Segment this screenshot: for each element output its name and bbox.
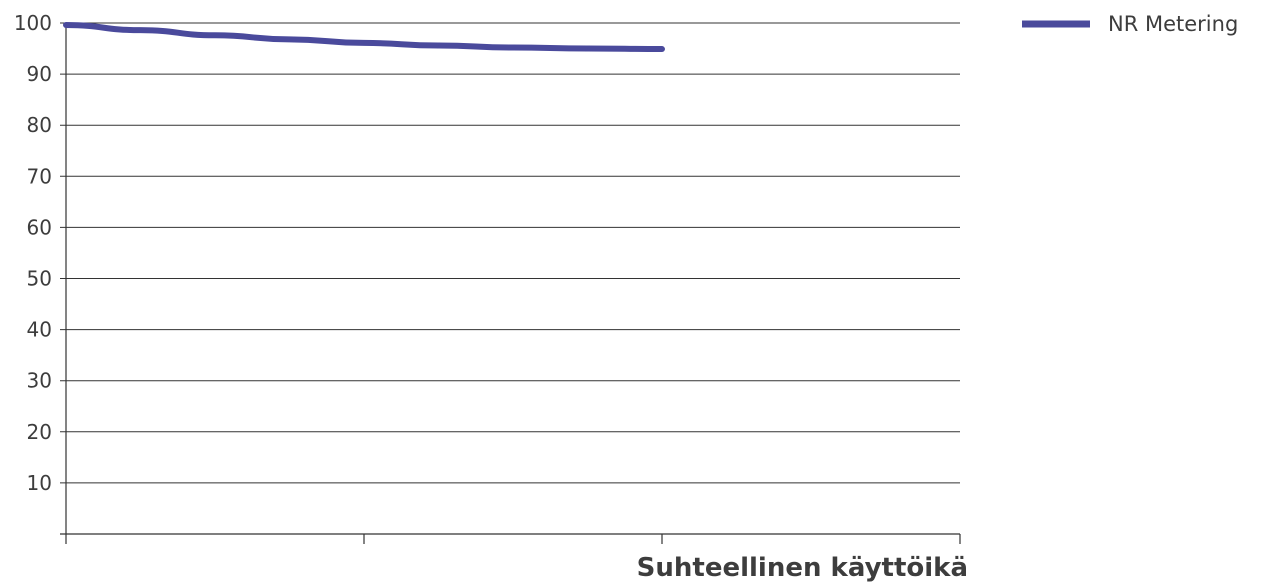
x-axis	[60, 23, 961, 544]
data-point	[512, 47, 514, 49]
y-tick-label: 100	[14, 11, 52, 35]
y-tick-label: 50	[27, 267, 52, 291]
y-tick-label: 90	[27, 62, 52, 86]
y-tick-label: 80	[27, 113, 52, 137]
data-point	[363, 42, 365, 44]
data-point	[661, 48, 663, 50]
data-point	[214, 34, 216, 36]
series-line-0	[63, 22, 665, 53]
legend-label-nr-metering: NR Metering	[1108, 12, 1238, 36]
data-point	[438, 44, 439, 46]
data-point	[587, 48, 588, 50]
x-axis-label: Suhteellinen käyttöikä	[637, 553, 968, 582]
legend: NR Metering	[1022, 12, 1238, 36]
y-tick-label: 20	[27, 420, 52, 444]
y-tick-label: 10	[27, 471, 52, 495]
y-axis-tick-labels: 10 20 30 40 50 60 70 80 90 100	[14, 11, 52, 495]
series-lines	[63, 22, 665, 53]
y-tick-label: 60	[27, 215, 52, 239]
gridlines	[60, 22, 960, 484]
data-point	[65, 24, 67, 26]
y-tick-label: 70	[27, 164, 52, 188]
data-point	[289, 38, 290, 40]
y-tick-label: 40	[27, 318, 52, 342]
data-point	[140, 29, 141, 31]
y-tick-label: 30	[27, 369, 52, 393]
